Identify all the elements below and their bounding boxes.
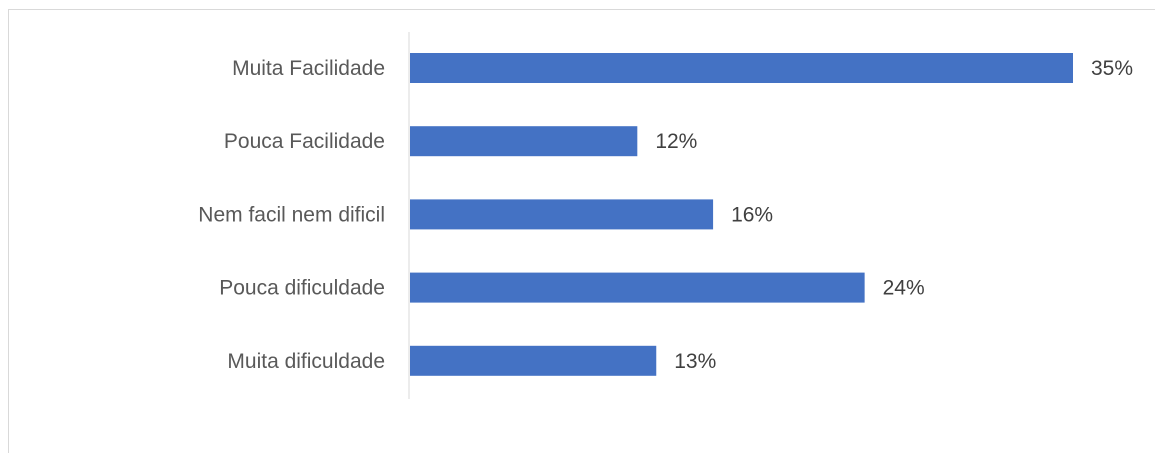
category-label: Pouca Facilidade [224,130,385,153]
data-label: 35% [1091,57,1133,80]
data-label: 12% [655,130,697,153]
bar [410,345,657,376]
category-labels-group: Muita Facilidade Pouca Facilidade Nem faci… [198,57,385,373]
bar [410,53,1073,83]
data-label: 24% [883,277,925,300]
bar [410,126,638,157]
category-label: Nem facil nem dificil [198,203,385,226]
category-label: Muita dificuldade [227,350,385,373]
data-label: 13% [674,350,716,373]
category-label: Muita Facilidade [232,57,385,80]
bar [410,199,714,230]
data-label: 16% [731,203,773,226]
bars-group [410,53,1073,376]
value-labels-group: 35% 12% 16% 24% 13% [655,57,1133,373]
category-label: Pouca dificuldade [219,277,385,300]
bar [410,272,865,303]
